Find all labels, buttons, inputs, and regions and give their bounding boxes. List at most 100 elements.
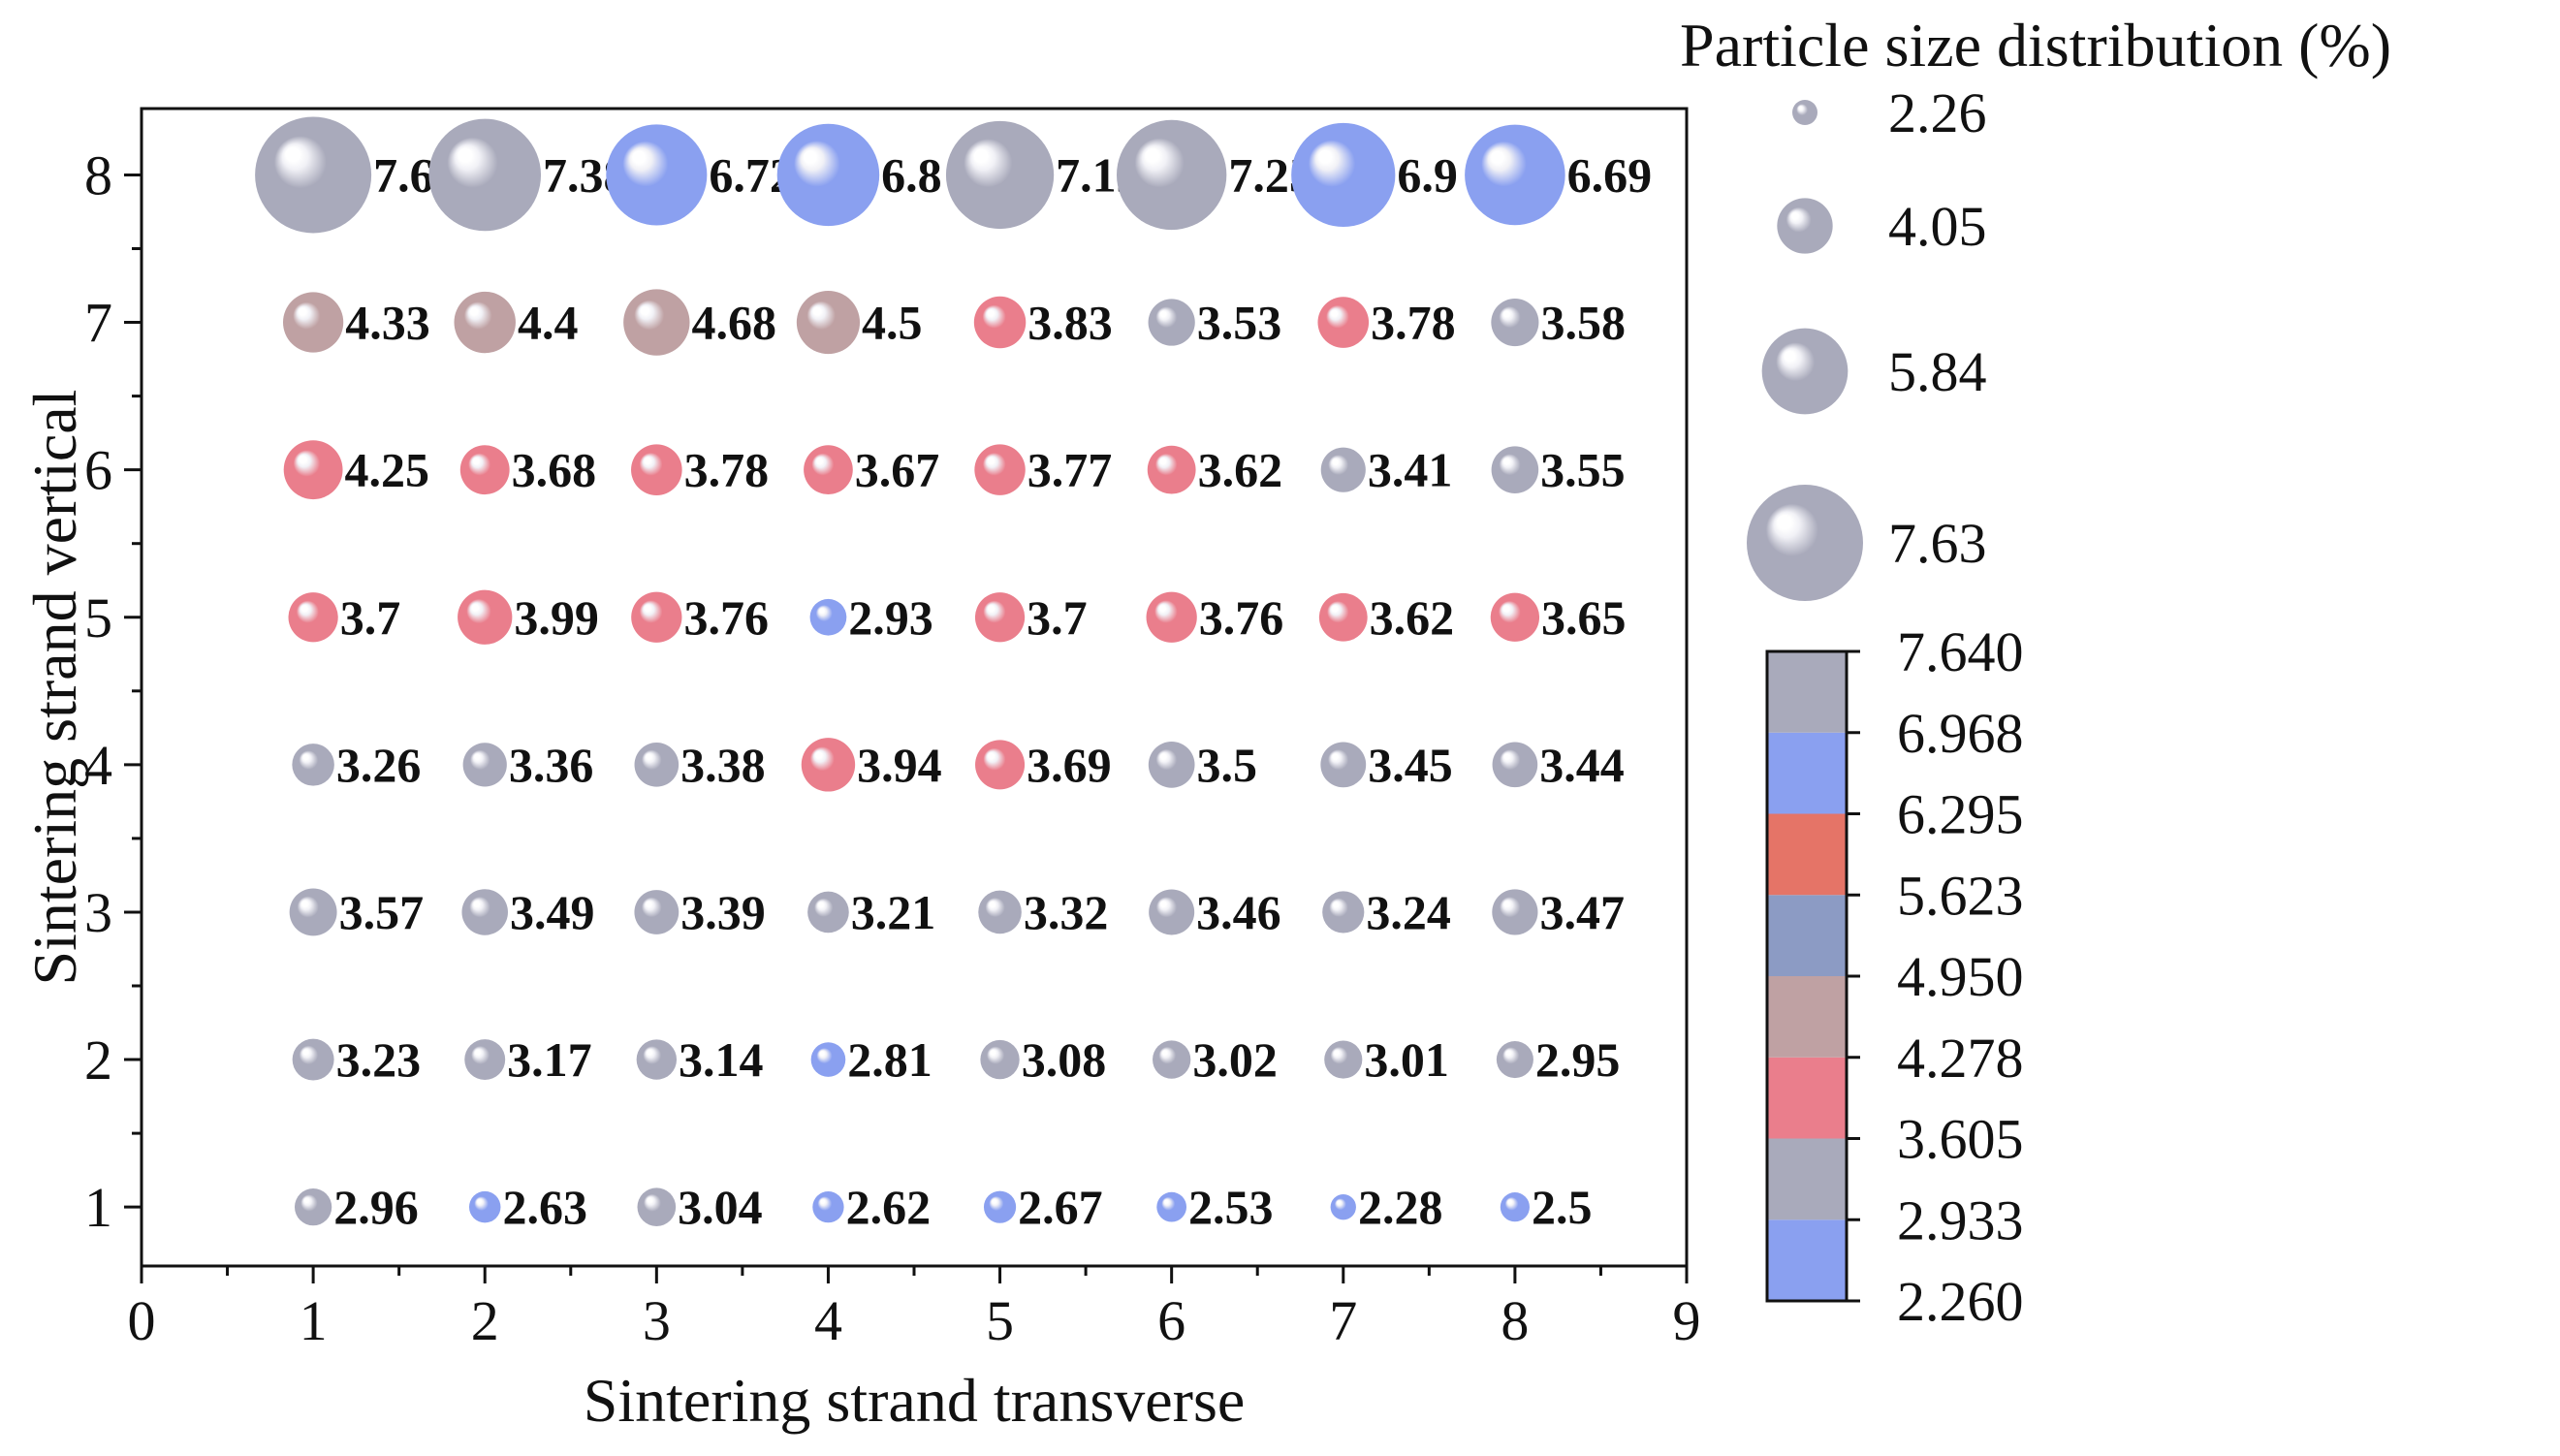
data-label: 3.04 [678,1180,763,1234]
colorbar-band [1767,1057,1847,1139]
size-legend-bubble [1777,198,1833,254]
data-label: 3.41 [1368,443,1453,497]
y-tick-label: 2 [84,1029,112,1092]
plot-frame [140,107,1689,1268]
bubble-point [282,292,344,353]
x-tick-label: 8 [1501,1289,1529,1352]
x-tick-label: 4 [814,1289,842,1352]
bubble-point [812,1191,844,1223]
colorbar-tick-label: 2.260 [1897,1270,2024,1333]
bubble-point [462,743,507,787]
data-label: 2.28 [1358,1180,1443,1234]
bubble-point [461,889,508,935]
y-tick-label: 6 [84,439,112,502]
y-axis-title: Sintering strand vertical [20,390,89,986]
data-label: 3.23 [336,1032,422,1087]
bubble-point [1490,592,1540,642]
colorbar-tick-label: 6.968 [1897,702,2024,765]
data-label: 3.36 [509,738,594,792]
bubble-point [1317,297,1370,348]
bubble-point [1149,889,1195,935]
data-label: 2.81 [847,1032,932,1087]
x-axis-title: Sintering strand transverse [584,1366,1246,1435]
data-label: 2.53 [1188,1180,1274,1234]
data-label: 3.26 [336,738,422,792]
x-tick-label: 3 [643,1289,671,1352]
data-label: 4.33 [345,296,430,350]
bubble-point [255,116,372,234]
data-label: 3.77 [1027,443,1113,497]
bubble-point [1291,122,1396,228]
bubble-point [1492,889,1538,935]
colorbar-tick-label: 3.605 [1897,1108,2024,1171]
data-label: 6.8 [881,147,942,202]
bubble-point [810,1042,846,1077]
data-label: 3.65 [1541,590,1627,645]
size-legend-bubble [1792,100,1817,125]
bubble-point [980,1039,1020,1080]
bubble-point [292,1038,334,1081]
bubble-point [974,592,1026,643]
bubble-point [1492,742,1538,788]
size-legend-label: 2.26 [1888,81,1987,144]
bubble-point [454,291,516,354]
bubble-point [983,1190,1017,1223]
data-label: 2.95 [1535,1032,1621,1087]
data-label: 3.45 [1368,738,1453,792]
bubble-point [631,444,682,495]
bubble-point [1491,446,1539,493]
data-label: 2.62 [846,1180,932,1234]
legend: Particle size distribution (%)2.26 4.05 5.… [1680,11,2391,1333]
data-label: 4.25 [345,443,430,497]
legend-title: Particle size distribution (%) [1680,11,2391,79]
data-label: 3.46 [1196,885,1281,939]
x-tick-label: 1 [300,1289,328,1352]
colorbar-tick-label: 5.623 [1897,864,2024,927]
bubble-point [631,591,682,643]
data-label: 3.99 [514,590,599,645]
data-label: 2.63 [502,1180,587,1234]
data-label: 3.67 [855,443,940,497]
y-tick-label: 7 [84,292,112,355]
data-label: 3.44 [1539,738,1625,792]
colorbar-band [1767,895,1847,976]
colorbar-band [1767,651,1847,733]
data-label: 6.9 [1397,147,1458,202]
y-tick-label: 1 [84,1176,112,1239]
data-label: 2.93 [848,590,933,645]
colorbar-tick-label: 6.295 [1897,783,2024,846]
bubble-point [1491,298,1539,347]
colorbar-band [1767,1138,1847,1220]
bubble-point [1500,1192,1530,1222]
data-label: 3.01 [1364,1032,1449,1087]
bubble-point [1116,119,1227,231]
data-label: 3.69 [1027,738,1112,792]
colorbar-tick-label: 2.933 [1897,1188,2024,1251]
data-label: 3.68 [512,443,597,497]
x-tick-label: 5 [986,1289,1014,1352]
data-label: 4.5 [862,296,923,350]
bubble-point [468,1190,501,1223]
bubble-point [1324,1040,1363,1079]
bubble-point [288,592,338,643]
bubble-point [292,744,334,786]
bubble-point [634,743,680,787]
bubble-point [634,890,680,934]
y-tick-label: 8 [84,143,112,206]
bubble-point [809,598,847,636]
bubble-point [807,891,849,934]
data-label: 3.21 [851,885,936,939]
data-label: 3.76 [683,590,769,645]
bubble-point [459,445,510,495]
colorbar-tick-label: 4.278 [1897,1027,2024,1090]
data-label: 3.14 [679,1032,764,1087]
bubble-point [1322,891,1365,934]
data-label: 4.68 [692,296,777,350]
x-tick-label: 2 [471,1289,499,1352]
bubbles-layer: 7.63 7.38 6.72 6.8 7.13 7.25 6.9 6.694.33 4.4 4.6… [255,116,1652,1234]
data-label: 2.67 [1018,1180,1103,1234]
data-label: 3.24 [1366,885,1451,939]
bubble-point [464,1039,506,1081]
size-legend-bubble [1747,485,1863,601]
